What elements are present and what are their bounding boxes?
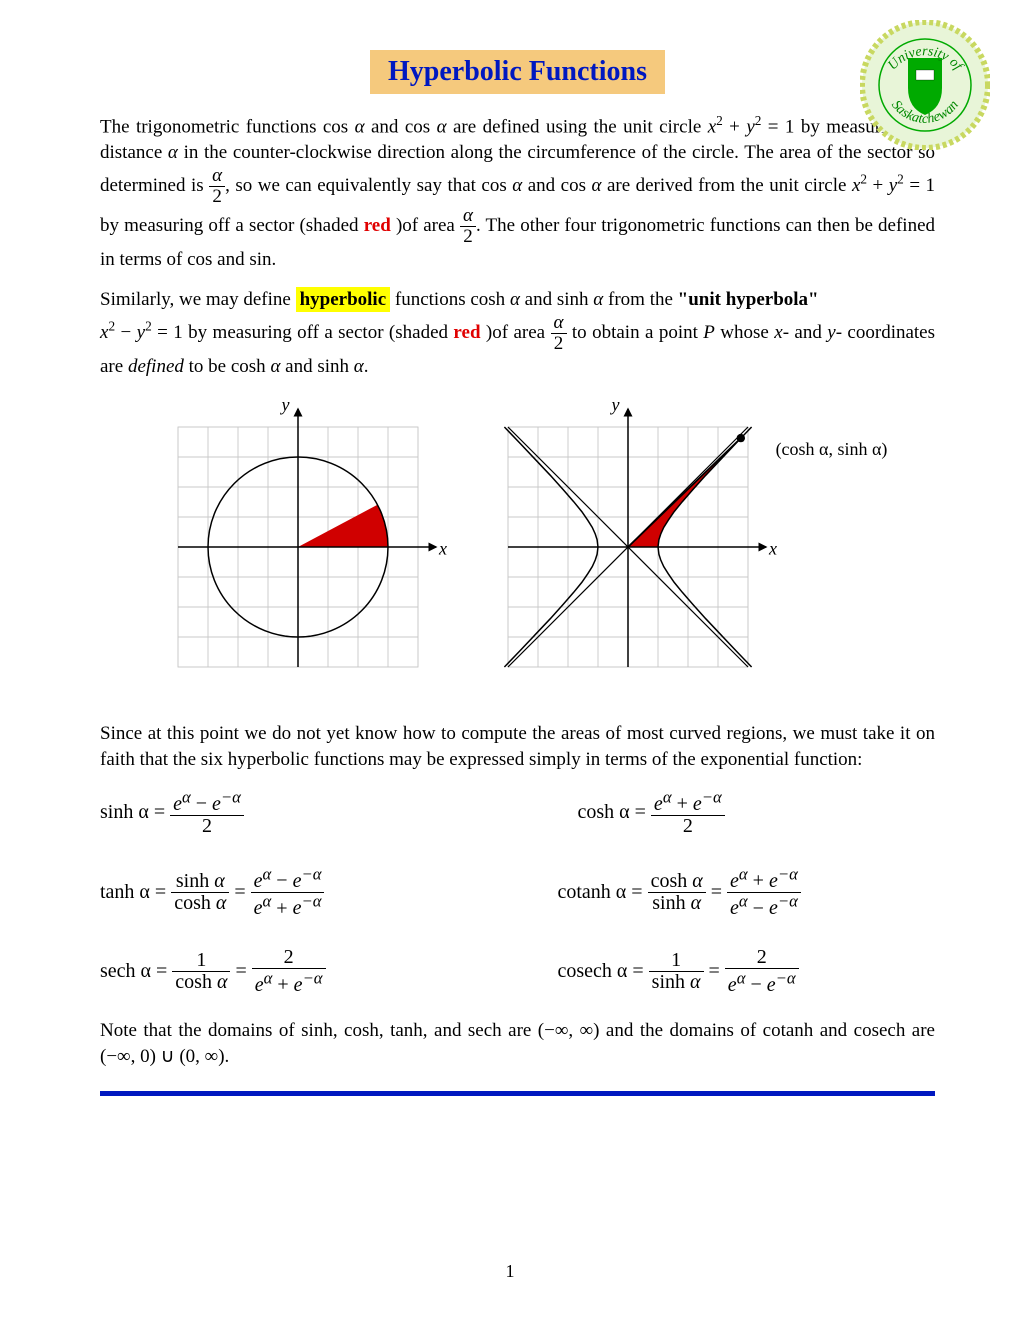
formula-cotanh: cotanh α = cosh αsinh α = eα + e−αeα − e… xyxy=(518,865,936,919)
unit-hyperbola-wrap: x y (cosh α, sinh α) xyxy=(478,397,888,697)
page-title: Hyperbolic Functions xyxy=(388,56,647,87)
point-label: (cosh α, sinh α) xyxy=(776,439,888,460)
unit-hyperbola-figure: x y xyxy=(478,397,778,697)
paragraph-1: The trigonometric functions cos α and co… xyxy=(100,112,935,273)
figures-row: x y x y ( xyxy=(100,397,935,697)
axis-x-label: x xyxy=(768,539,777,559)
formula-cosech: cosech α = 1sinh α = 2eα − e−α xyxy=(518,947,936,996)
formula-sech: sech α = 1cosh α = 2eα + e−α xyxy=(100,947,518,996)
formula-tanh: tanh α = sinh αcosh α = eα − e−αeα + e−α xyxy=(100,865,518,919)
axis-y-label: y xyxy=(279,397,289,415)
paragraph-5: Note that the domains of sinh, cosh, tan… xyxy=(100,1018,935,1069)
paragraph-4: Since at this point we do not yet know h… xyxy=(100,721,935,772)
formula-cosh: cosh α = eα + e−α2 xyxy=(518,788,936,837)
title-row: Hyperbolic Functions xyxy=(100,50,935,94)
formula-sinh: sinh α = eα − e−α2 xyxy=(100,788,518,837)
page-number: 1 xyxy=(0,1261,1020,1282)
formula-grid: sinh α = eα − e−α2 cosh α = eα + e−α2 ta… xyxy=(100,788,935,996)
axis-x-label: x xyxy=(438,539,447,559)
unit-circle-figure: x y xyxy=(148,397,448,697)
axis-y-label: y xyxy=(609,397,619,415)
university-seal: University of Saskatchewan xyxy=(860,20,990,150)
paragraph-2: Similarly, we may define hyperbolic func… xyxy=(100,287,935,379)
horizontal-rule xyxy=(100,1091,935,1096)
page: University of Saskatchewan Hyperbolic Fu… xyxy=(0,0,1020,1320)
title-box: Hyperbolic Functions xyxy=(370,50,665,94)
